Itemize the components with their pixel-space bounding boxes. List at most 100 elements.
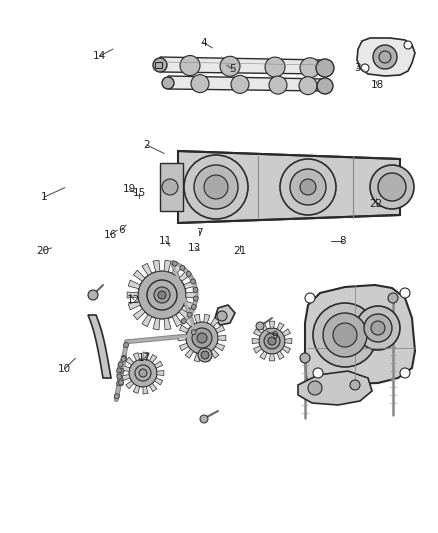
- Text: 5: 5: [229, 64, 236, 74]
- Polygon shape: [305, 285, 415, 388]
- Polygon shape: [194, 353, 200, 362]
- Circle shape: [129, 359, 157, 387]
- Circle shape: [121, 356, 126, 360]
- Polygon shape: [122, 375, 130, 381]
- Circle shape: [184, 155, 248, 219]
- Circle shape: [356, 306, 400, 350]
- Polygon shape: [164, 260, 171, 272]
- Circle shape: [191, 304, 196, 310]
- Polygon shape: [133, 353, 140, 361]
- Polygon shape: [157, 370, 164, 376]
- Text: 7: 7: [196, 228, 203, 238]
- Circle shape: [300, 179, 316, 195]
- Text: 20: 20: [36, 246, 49, 255]
- Circle shape: [404, 41, 412, 49]
- Text: 19: 19: [123, 184, 136, 194]
- Text: 15: 15: [133, 188, 146, 198]
- Polygon shape: [142, 263, 152, 276]
- Polygon shape: [283, 346, 290, 353]
- Text: 6: 6: [118, 225, 125, 235]
- Circle shape: [88, 290, 98, 300]
- Text: 9: 9: [272, 331, 279, 341]
- Circle shape: [280, 159, 336, 215]
- Polygon shape: [194, 314, 200, 323]
- Polygon shape: [179, 270, 191, 281]
- Circle shape: [117, 368, 122, 373]
- Polygon shape: [298, 371, 372, 405]
- Circle shape: [162, 179, 178, 195]
- Circle shape: [350, 380, 360, 390]
- Text: 17: 17: [138, 353, 151, 363]
- Circle shape: [400, 288, 410, 298]
- Text: 1: 1: [40, 192, 47, 202]
- Polygon shape: [215, 305, 235, 325]
- Circle shape: [299, 77, 317, 95]
- Polygon shape: [204, 353, 210, 362]
- Polygon shape: [179, 309, 191, 320]
- Polygon shape: [149, 383, 157, 392]
- Polygon shape: [269, 321, 275, 328]
- Text: 12: 12: [127, 295, 140, 304]
- Polygon shape: [185, 349, 194, 358]
- Polygon shape: [269, 354, 275, 361]
- Circle shape: [371, 321, 385, 335]
- Circle shape: [154, 287, 170, 303]
- Circle shape: [138, 271, 186, 319]
- Polygon shape: [168, 76, 325, 91]
- Polygon shape: [155, 62, 162, 68]
- Polygon shape: [133, 270, 145, 281]
- Circle shape: [300, 58, 320, 78]
- Circle shape: [268, 337, 276, 345]
- Circle shape: [197, 333, 207, 343]
- Circle shape: [313, 368, 323, 378]
- Circle shape: [364, 314, 392, 342]
- Text: 4: 4: [200, 38, 207, 47]
- Polygon shape: [179, 343, 188, 351]
- Circle shape: [200, 415, 208, 423]
- Polygon shape: [204, 314, 210, 323]
- Polygon shape: [215, 343, 225, 351]
- Polygon shape: [254, 329, 261, 336]
- Circle shape: [187, 312, 192, 317]
- Polygon shape: [160, 163, 183, 211]
- Polygon shape: [128, 280, 140, 289]
- Polygon shape: [184, 280, 196, 289]
- Circle shape: [323, 313, 367, 357]
- Text: 3: 3: [353, 63, 360, 73]
- Text: 10: 10: [58, 364, 71, 374]
- Circle shape: [316, 59, 334, 77]
- Circle shape: [158, 291, 166, 299]
- Circle shape: [217, 311, 227, 321]
- Polygon shape: [128, 301, 140, 310]
- Polygon shape: [179, 325, 188, 333]
- Circle shape: [139, 369, 147, 377]
- Polygon shape: [260, 351, 267, 359]
- Circle shape: [259, 328, 285, 354]
- Circle shape: [378, 173, 406, 201]
- Polygon shape: [153, 318, 160, 330]
- Circle shape: [264, 333, 280, 349]
- Text: 8: 8: [339, 236, 346, 246]
- Polygon shape: [133, 309, 145, 320]
- Circle shape: [290, 169, 326, 205]
- Circle shape: [135, 365, 151, 381]
- Circle shape: [333, 323, 357, 347]
- Circle shape: [180, 265, 185, 270]
- Polygon shape: [277, 322, 284, 330]
- Polygon shape: [215, 325, 225, 333]
- Circle shape: [193, 287, 198, 292]
- Circle shape: [265, 57, 285, 77]
- Circle shape: [117, 374, 122, 379]
- Circle shape: [220, 56, 240, 76]
- Polygon shape: [155, 361, 162, 368]
- Circle shape: [231, 75, 249, 93]
- Polygon shape: [122, 366, 130, 372]
- Polygon shape: [88, 315, 111, 378]
- Circle shape: [191, 279, 196, 284]
- Circle shape: [186, 322, 218, 354]
- Circle shape: [379, 51, 391, 63]
- Polygon shape: [126, 357, 134, 365]
- Polygon shape: [260, 322, 267, 330]
- Circle shape: [256, 322, 264, 330]
- Circle shape: [172, 261, 177, 266]
